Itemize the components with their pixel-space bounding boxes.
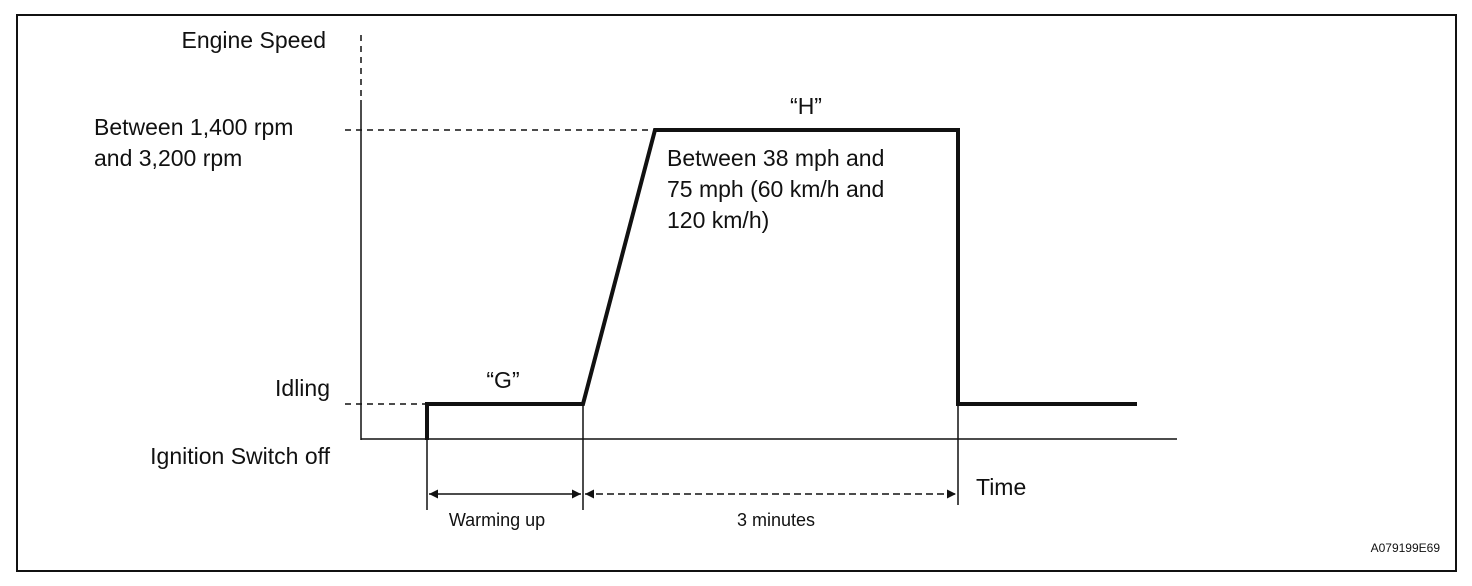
axes bbox=[345, 35, 1177, 510]
y-axis-title: Engine Speed bbox=[181, 27, 326, 53]
x-axis-title: Time bbox=[976, 474, 1026, 500]
frame bbox=[16, 14, 1457, 572]
speed-profile bbox=[425, 128, 1137, 440]
level-label: Between 1,400 rpm bbox=[94, 114, 293, 140]
level-label: Idling bbox=[275, 375, 330, 401]
figure-id: A079199E69 bbox=[1371, 541, 1441, 555]
duration-label: 3 minutes bbox=[737, 510, 815, 530]
phase-label: “H” bbox=[790, 93, 822, 119]
phase-note: Between 38 mph and bbox=[667, 145, 884, 171]
phase-note: 120 km/h) bbox=[667, 207, 769, 233]
level-label: Ignition Switch off bbox=[150, 443, 330, 469]
duration-label: Warming up bbox=[449, 510, 545, 530]
phase-note: 75 mph (60 km/h and bbox=[667, 176, 884, 202]
level-label: and 3,200 rpm bbox=[94, 145, 242, 171]
phase-label: “G” bbox=[486, 367, 519, 393]
